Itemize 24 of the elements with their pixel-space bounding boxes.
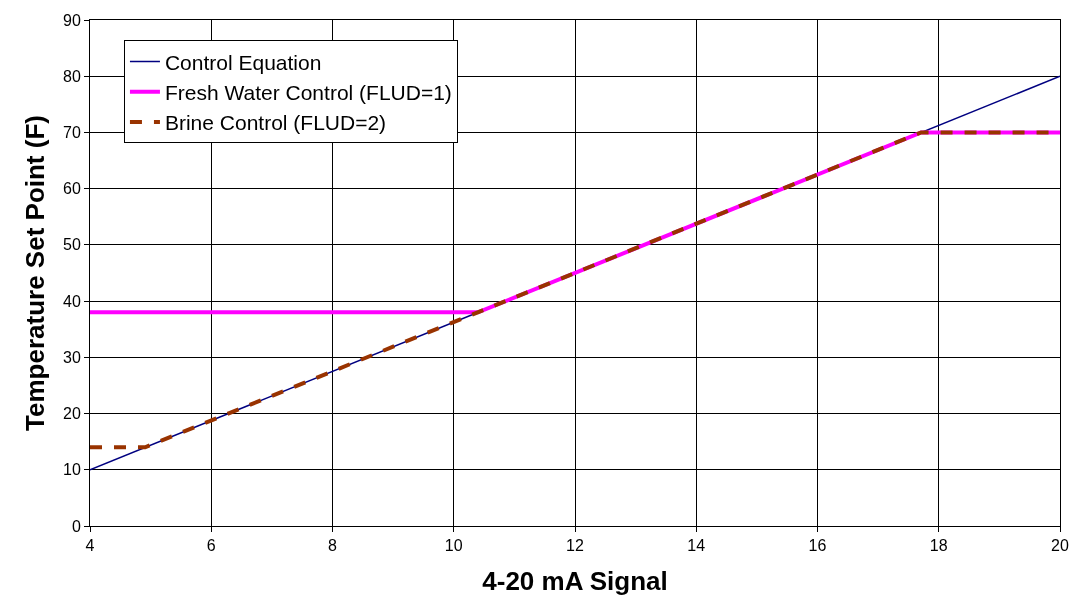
y-tick-label: 20 bbox=[63, 405, 81, 423]
x-tick-label: 18 bbox=[929, 537, 948, 555]
x-tick-label: 4 bbox=[85, 537, 95, 555]
x-tick-label: 10 bbox=[444, 537, 463, 555]
x-tick-label: 8 bbox=[328, 537, 338, 555]
x-tick-label: 6 bbox=[206, 537, 216, 555]
x-tick-label: 20 bbox=[1051, 537, 1069, 555]
y-tick-label: 40 bbox=[63, 292, 81, 310]
legend-label: Brine Control (FLUD=2) bbox=[164, 111, 387, 135]
y-tick-label: 70 bbox=[63, 124, 81, 142]
y-tick-label: 30 bbox=[63, 348, 81, 366]
legend-label: Fresh Water Control (FLUD=1) bbox=[164, 80, 452, 104]
y-axis-title: Temperature Set Point (F) bbox=[20, 115, 51, 431]
x-axis-title: 4-20 mA Signal bbox=[482, 565, 668, 596]
y-tick-label: 90 bbox=[63, 11, 81, 29]
y-tick-label: 0 bbox=[71, 517, 81, 535]
x-tick-label: 14 bbox=[687, 537, 706, 555]
y-tick-label: 10 bbox=[63, 461, 81, 479]
legend-label: Control Equation bbox=[164, 50, 322, 74]
y-tick-label: 80 bbox=[63, 67, 81, 85]
x-tick-label: 12 bbox=[566, 537, 584, 555]
x-tick-label: 16 bbox=[808, 537, 827, 555]
y-tick-label: 60 bbox=[63, 180, 81, 198]
y-tick-label: 50 bbox=[63, 236, 81, 254]
